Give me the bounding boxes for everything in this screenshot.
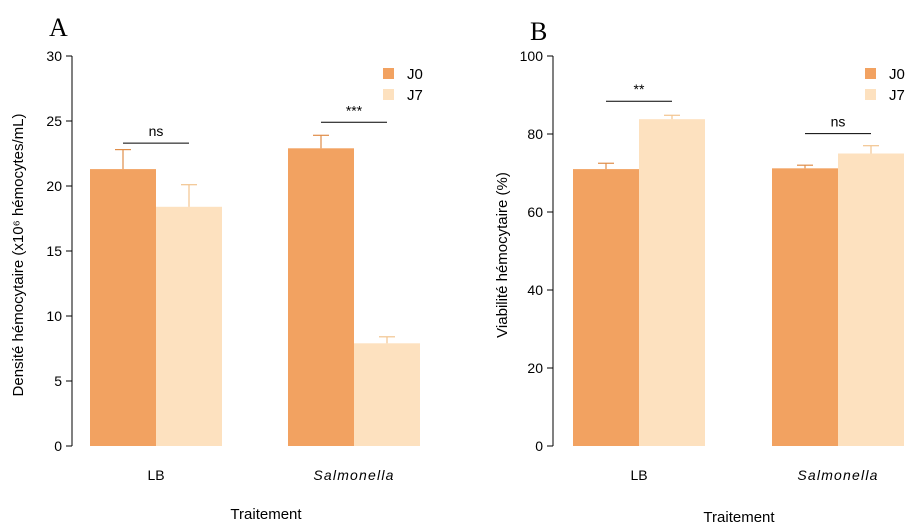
- bar-j0: [90, 169, 156, 446]
- bar-j0: [573, 169, 639, 446]
- legend-label: J7: [889, 87, 905, 104]
- significance-label: ns: [831, 114, 846, 130]
- bar-j7: [838, 153, 904, 446]
- y-tick-label: 20: [527, 360, 543, 376]
- y-tick-label: 15: [46, 243, 62, 259]
- bar-j7: [156, 206, 222, 446]
- x-category-label: LB: [630, 467, 647, 483]
- bar-j7: [354, 343, 420, 446]
- bar-j0: [772, 168, 838, 446]
- panel-letter: A: [49, 13, 68, 42]
- y-axis-title: Densité hémocytaire (x10⁶ hémocytes/mL): [10, 114, 27, 397]
- x-category-label: LB: [147, 467, 164, 483]
- y-tick-label: 0: [54, 438, 62, 454]
- y-tick-label: 40: [527, 282, 543, 298]
- y-axis-title: Viabilité hémocytaire (%): [494, 172, 511, 338]
- legend-label: J0: [407, 66, 423, 83]
- y-tick-label: 25: [46, 113, 62, 129]
- legend-label: J7: [407, 87, 423, 104]
- x-category-label: Salmonella: [797, 467, 878, 483]
- x-category-label: Salmonella: [313, 467, 394, 483]
- y-tick-label: 10: [46, 308, 62, 324]
- legend-swatch-j0: [865, 68, 876, 79]
- x-axis-title: Traitement: [230, 506, 302, 523]
- y-tick-label: 60: [527, 204, 543, 220]
- significance-label: ns: [149, 123, 164, 139]
- bar-j7: [639, 119, 705, 447]
- y-tick-label: 20: [46, 178, 62, 194]
- legend-label: J0: [889, 66, 905, 83]
- significance-label: **: [634, 81, 645, 97]
- y-tick-label: 5: [54, 373, 62, 389]
- y-tick-label: 80: [527, 126, 543, 142]
- panel-letter: B: [530, 17, 547, 46]
- significance-label: ***: [346, 102, 363, 118]
- legend-swatch-j7: [865, 89, 876, 100]
- y-tick-label: 30: [46, 48, 62, 64]
- bar-j0: [288, 148, 354, 447]
- y-tick-label: 0: [535, 438, 543, 454]
- x-axis-title: Traitement: [703, 509, 775, 526]
- y-tick-label: 100: [520, 48, 544, 64]
- legend-swatch-j0: [383, 68, 394, 79]
- legend-swatch-j7: [383, 89, 394, 100]
